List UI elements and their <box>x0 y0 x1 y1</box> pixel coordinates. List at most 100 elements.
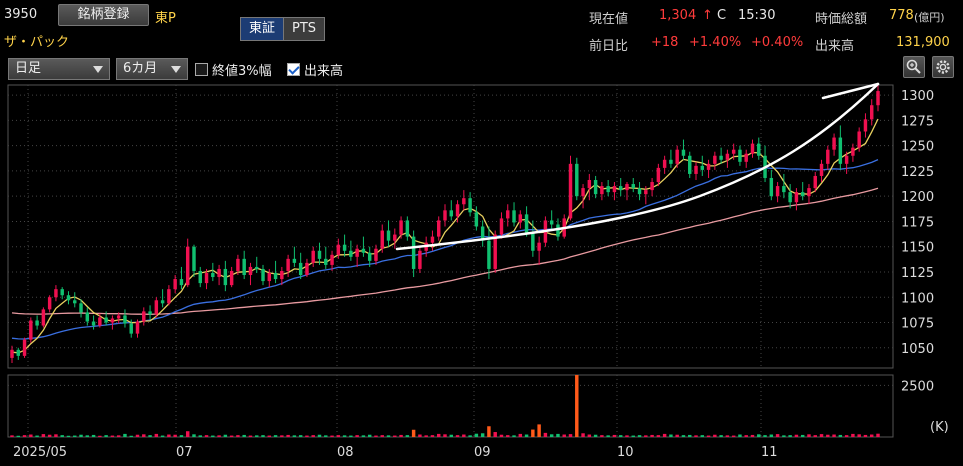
candle-body <box>506 210 510 219</box>
volume-bar <box>217 435 221 437</box>
candle-body <box>826 149 830 164</box>
current-price: 1,304 <box>659 8 697 23</box>
candle-body <box>305 262 309 276</box>
volume-bar <box>148 435 152 437</box>
tab-pts[interactable]: PTS <box>284 18 325 40</box>
candle-body <box>79 303 83 313</box>
candle-body <box>361 248 366 253</box>
candle-body <box>330 254 334 265</box>
candle-body <box>480 226 485 241</box>
candle-body <box>179 279 184 286</box>
candle-body <box>738 149 742 162</box>
settings-button[interactable] <box>932 56 954 78</box>
candle-body <box>788 192 792 203</box>
candle-body <box>681 149 686 156</box>
volume-bar <box>813 435 817 437</box>
candle-body <box>393 234 397 241</box>
candle-body <box>863 119 868 132</box>
volume-bar <box>506 435 510 437</box>
volume-bar <box>261 435 265 437</box>
x-tick-label: 08 <box>337 445 354 460</box>
volume-bar <box>123 433 127 437</box>
candle-body <box>418 250 422 269</box>
trend-curve <box>395 82 880 251</box>
candle-body <box>782 186 786 193</box>
zoom-button[interactable] <box>903 56 925 78</box>
candle-body <box>223 268 228 286</box>
candle-body <box>719 155 723 160</box>
price-status: C <box>717 8 727 23</box>
candle-body <box>91 321 96 326</box>
stock-code: 3950 <box>4 7 38 22</box>
volume-bar <box>204 435 209 437</box>
candle-body <box>160 300 165 304</box>
candle-body <box>593 180 598 195</box>
candle-body <box>405 220 410 237</box>
candle-body <box>267 272 272 282</box>
chevron-down-icon <box>171 66 181 73</box>
volume-bar <box>317 434 322 437</box>
price-tick-label: 1050 <box>901 342 934 357</box>
candle-body <box>543 220 548 243</box>
candle-body <box>600 186 604 195</box>
volume-bar <box>223 434 228 437</box>
volume-bar <box>455 435 460 437</box>
volume-bar <box>794 434 799 437</box>
moving-averages <box>11 118 879 354</box>
volume-checkbox[interactable]: 出来高 <box>287 60 343 79</box>
candle-body <box>819 163 824 176</box>
volume-bar <box>863 434 868 437</box>
band-checkbox[interactable]: 終値3%幅 <box>195 60 272 79</box>
exchange-tabs: 東証 PTS <box>240 17 326 41</box>
candle-body <box>367 252 372 261</box>
candle-body <box>324 258 328 265</box>
candle-body <box>424 242 428 251</box>
stock-name: ザ・パック <box>4 35 70 50</box>
volume-bar <box>656 435 661 437</box>
candle-body <box>474 212 479 227</box>
volume-bar <box>324 435 328 437</box>
range-select[interactable]: 6カ月 <box>116 58 188 80</box>
volume-bar <box>236 435 240 437</box>
volume-bar <box>725 435 730 437</box>
candle-body <box>694 165 698 174</box>
candle-body <box>807 188 811 197</box>
volume-bar <box>524 434 529 437</box>
candle-body <box>255 266 259 269</box>
candle-body <box>54 289 58 298</box>
candle-body <box>675 149 679 164</box>
candle-body <box>380 230 384 249</box>
extra-percent: +0.40% <box>751 35 804 50</box>
volume-bar <box>54 434 58 437</box>
candle-body <box>286 258 290 271</box>
volume-bar <box>286 434 290 437</box>
chevron-down-icon <box>93 66 103 73</box>
candle-body <box>374 248 378 261</box>
volume-bar <box>876 433 880 437</box>
register-stock-button[interactable]: 銘柄登録 <box>58 4 149 26</box>
candle-body <box>273 272 278 280</box>
candle-body <box>750 143 755 154</box>
volume-bar <box>292 435 297 437</box>
period-select[interactable]: 日足 <box>8 58 110 80</box>
volume-bar <box>851 433 855 437</box>
tab-tse[interactable]: 東証 <box>241 18 285 40</box>
candle-body <box>242 258 246 276</box>
price-tick-label: 1075 <box>901 317 934 332</box>
volume-bar <box>211 435 215 437</box>
volume-bar <box>537 424 541 437</box>
candle-body <box>744 153 748 162</box>
volume-bar <box>29 434 33 437</box>
volume-bar <box>474 433 479 437</box>
candle-body <box>650 182 654 191</box>
volume-bar <box>549 434 554 437</box>
volume-bar <box>775 434 780 437</box>
volume-bar <box>110 435 115 437</box>
candle-body <box>280 270 284 280</box>
trend-arrow <box>395 82 880 251</box>
candle-body <box>800 192 805 197</box>
volume-bar <box>757 434 761 437</box>
candle-body <box>794 192 799 203</box>
volume-bar <box>60 435 64 437</box>
period-select-value: 日足 <box>15 61 42 76</box>
